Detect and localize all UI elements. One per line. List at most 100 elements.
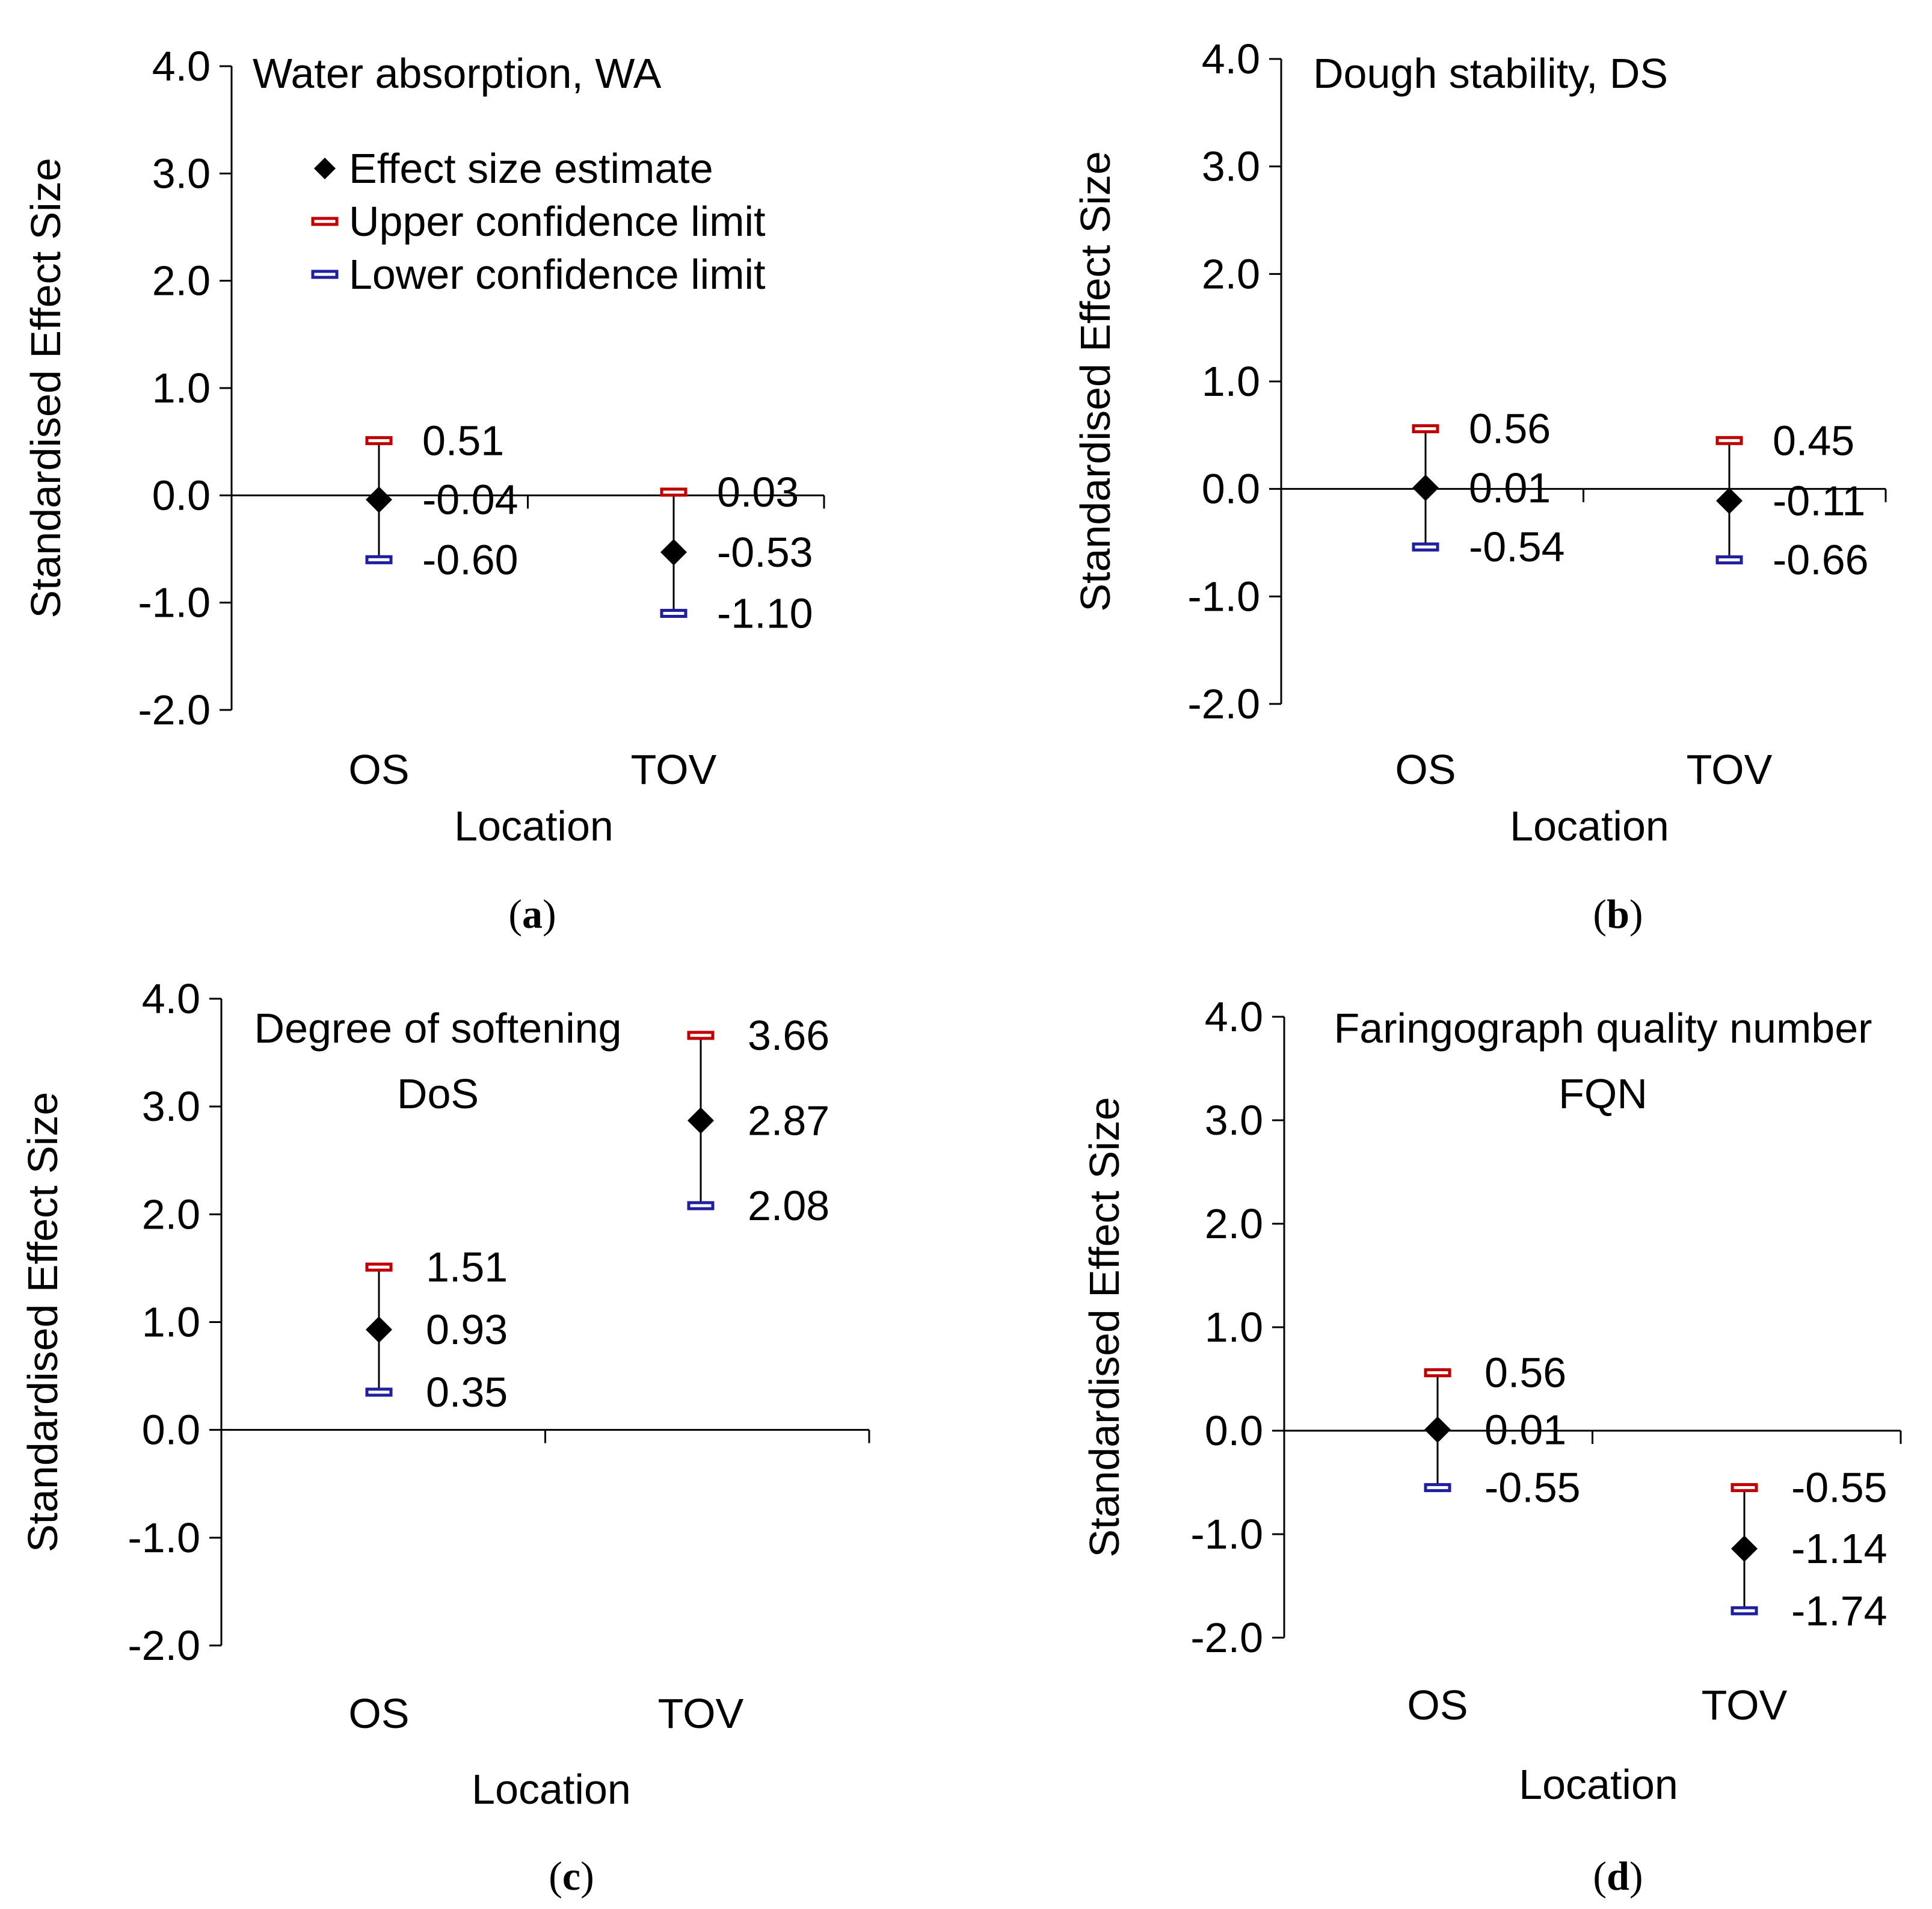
estimate-value-label: -0.04	[422, 476, 518, 523]
estimate-point	[688, 1107, 714, 1134]
y-tick-label: 3.0	[1205, 1097, 1263, 1144]
panel-label: (c)	[549, 1853, 594, 1899]
chart-title: Faringograph quality number	[1334, 1005, 1872, 1052]
legend-item-label: Effect size estimate	[349, 145, 713, 192]
estimate-value-label: -0.11	[1773, 477, 1865, 524]
y-tick-label: -2.0	[1190, 1614, 1263, 1661]
x-category-label: TOV	[658, 1690, 744, 1737]
y-tick-label: 4.0	[1205, 993, 1263, 1040]
chart-title: Dough stability, DS	[1313, 50, 1668, 97]
upper-cap	[660, 487, 688, 497]
lower-value-label: -0.60	[422, 536, 518, 583]
x-category-label: TOV	[1687, 746, 1773, 793]
estimate-value-label: -1.14	[1791, 1525, 1887, 1572]
lower-cap	[1424, 1483, 1451, 1493]
upper-value-label: 0.03	[717, 469, 799, 516]
lower-value-label: -0.66	[1773, 537, 1869, 584]
y-tick-label: -2.0	[1187, 680, 1260, 727]
x-category-label: TOV	[1702, 1682, 1788, 1729]
y-tick-label: 3.0	[142, 1083, 200, 1130]
y-tick-label: 0.0	[142, 1407, 200, 1454]
upper-value-label: 1.51	[426, 1244, 508, 1291]
chart-title-line2: DoS	[397, 1070, 479, 1117]
x-category-label: OS	[348, 1690, 409, 1737]
y-tick-label: 2.0	[1202, 250, 1260, 297]
upper-cap	[1715, 436, 1743, 445]
chart-panel-d: 4.0 3.0 2.0 1.0 0.0 -1.0 -2.0 Standardised Effe…	[1081, 993, 1902, 1899]
estimate-value-label: 0.01	[1469, 464, 1551, 511]
y-tick-label: 1.0	[1202, 358, 1260, 405]
chart-title: Degree of softening	[254, 1005, 622, 1052]
legend-diamond-icon	[314, 158, 336, 179]
lower-cap	[365, 1387, 393, 1397]
estimate-point	[660, 538, 687, 566]
legend-cap-icon	[311, 217, 339, 226]
estimate-value-label: 2.87	[748, 1097, 829, 1144]
estimate-value-label: -0.53	[717, 529, 813, 576]
upper-value-label: 0.45	[1773, 417, 1854, 464]
lower-value-label: -0.54	[1469, 523, 1565, 570]
y-tick-label: -1.0	[1187, 573, 1260, 620]
y-tick-label: -1.0	[128, 1514, 200, 1561]
y-tick-label: -2.0	[138, 686, 211, 733]
y-tick-label: 2.0	[142, 1191, 200, 1238]
lower-value-label: -1.74	[1791, 1587, 1887, 1634]
legend-item-label: Upper confidence limit	[349, 198, 766, 245]
y-tick-label: 1.0	[152, 365, 211, 412]
lower-cap	[1730, 1606, 1758, 1615]
y-tick-label: -1.0	[1190, 1511, 1263, 1558]
estimate-value-label: 0.93	[426, 1306, 508, 1353]
lower-value-label: -0.55	[1484, 1464, 1581, 1511]
y-tick-label: 1.0	[1205, 1304, 1263, 1351]
lower-cap	[1412, 542, 1439, 552]
y-tick-label: -2.0	[128, 1622, 200, 1669]
y-tick-label: 4.0	[152, 43, 211, 90]
panel-label: (d)	[1593, 1853, 1643, 1899]
y-tick-label: 0.0	[152, 472, 211, 519]
panel-label: (b)	[1593, 891, 1643, 937]
upper-cap	[687, 1031, 715, 1040]
x-category-label: OS	[348, 746, 409, 793]
y-tick-label: 4.0	[142, 975, 200, 1022]
x-category-label: OS	[1395, 746, 1456, 793]
upper-value-label: 3.66	[748, 1012, 829, 1059]
chart-panel-a: 4.0 3.0 2.0 1.0 0.0 -1.0 -2.0 Standardised Effe…	[22, 43, 825, 937]
upper-cap	[365, 436, 393, 445]
upper-cap	[365, 1262, 393, 1272]
legend-cap-icon	[311, 270, 339, 279]
estimate-value-label: 0.01	[1484, 1406, 1566, 1453]
estimate-point	[366, 1316, 392, 1343]
estimate-point	[1424, 1416, 1451, 1443]
x-category-label: OS	[1407, 1682, 1468, 1729]
y-tick-label: 2.0	[152, 258, 211, 304]
lower-value-label: 2.08	[748, 1182, 829, 1229]
x-axis-label: Location	[1510, 803, 1669, 850]
y-tick-label: 3.0	[152, 150, 211, 197]
legend: Effect size estimate Upper confidence lim…	[311, 145, 766, 298]
y-axis-label: Standardised Effect Size	[19, 1092, 66, 1552]
y-tick-label: 0.0	[1205, 1407, 1263, 1454]
y-tick-label: 1.0	[142, 1299, 200, 1346]
chart-title: Water absorption, WA	[253, 50, 662, 97]
estimate-point	[1731, 1535, 1758, 1562]
lower-cap	[365, 555, 393, 564]
upper-cap	[1730, 1483, 1758, 1493]
upper-cap	[1424, 1368, 1451, 1378]
y-tick-label: 0.0	[1202, 466, 1260, 513]
x-axis-label: Location	[472, 1766, 631, 1813]
x-axis-label: Location	[454, 803, 614, 850]
upper-cap	[1412, 424, 1439, 434]
y-tick-label: 3.0	[1202, 143, 1260, 190]
lower-value-label: -1.10	[717, 590, 813, 637]
upper-value-label: 0.56	[1484, 1349, 1566, 1396]
estimate-point	[1412, 474, 1439, 501]
upper-value-label: 0.51	[422, 417, 504, 464]
lower-cap	[660, 609, 688, 618]
lower-cap	[1715, 555, 1743, 565]
estimate-point	[366, 486, 392, 513]
x-category-label: TOV	[631, 746, 717, 793]
lower-value-label: 0.35	[426, 1369, 508, 1416]
y-tick-label: -1.0	[138, 579, 211, 626]
legend-item-label: Lower confidence limit	[349, 251, 766, 298]
